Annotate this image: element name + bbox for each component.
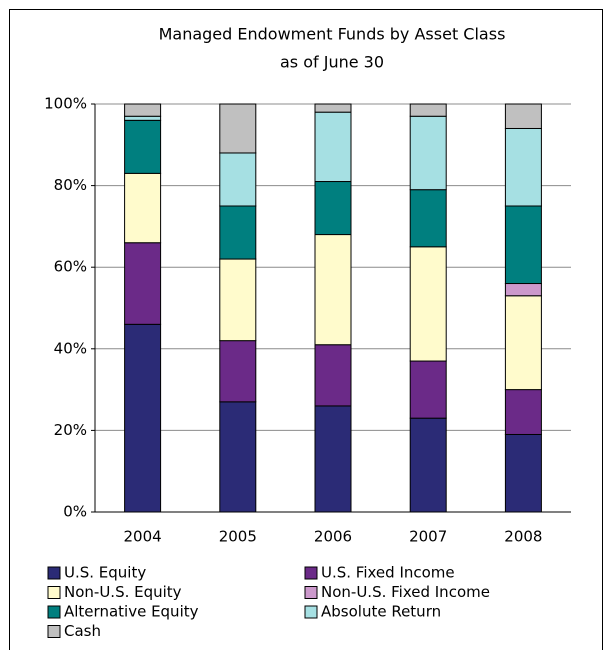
bar-segment (504, 205, 542, 285)
legend-swatch (304, 605, 318, 619)
chart-subtitle: as of June 30 (280, 53, 384, 72)
bar-segment (409, 246, 447, 362)
bar-segment (314, 344, 352, 407)
bar-segment (124, 103, 162, 117)
bar-segment (314, 234, 352, 346)
chart-title: Managed Endowment Funds by Asset Class (159, 25, 506, 44)
legend-swatch (47, 625, 61, 638)
bar-segment (409, 417, 447, 513)
legend-swatch (47, 605, 61, 619)
bar-segment (504, 127, 542, 207)
legend-swatch (304, 586, 318, 599)
legend-swatch (47, 566, 61, 580)
legend-label: Absolute Return (321, 603, 441, 621)
bar-segment (504, 295, 542, 391)
x-tick-label: 2007 (409, 528, 447, 546)
bar-segment (219, 340, 257, 403)
bar-segment (219, 258, 257, 342)
bar-segment (314, 181, 352, 236)
y-tick-label: 40% (54, 339, 87, 357)
bar-segment (314, 111, 352, 183)
bar-segment (124, 115, 162, 121)
y-tick-label: 0% (63, 503, 87, 521)
legend-label: U.S. Fixed Income (321, 564, 455, 582)
x-tick-label: 2004 (124, 528, 162, 546)
legend-swatch (304, 566, 318, 580)
bar-segment (219, 152, 257, 207)
bar-segment (504, 103, 542, 129)
bar-segment (409, 360, 447, 419)
bar-segment (124, 119, 162, 174)
y-tick-label: 100% (44, 95, 87, 113)
legend-label: Alternative Equity (64, 603, 199, 621)
y-tick-label: 60% (54, 258, 87, 276)
x-tick-label: 2005 (219, 528, 257, 546)
bar-segment (409, 103, 447, 117)
legend-label: U.S. Equity (64, 564, 146, 582)
x-tick-label: 2008 (504, 528, 542, 546)
legend-swatch (47, 586, 61, 599)
bar-segment (219, 205, 257, 260)
legend-label: Cash (64, 622, 101, 640)
bar-segment (504, 283, 542, 297)
x-tick-label: 2006 (314, 528, 352, 546)
bar-segment (124, 172, 162, 244)
bar-segment (504, 433, 542, 513)
chart-border (9, 9, 603, 650)
bar-segment (219, 103, 257, 154)
bar-segment (124, 323, 162, 513)
bar-segment (504, 389, 542, 435)
bar-segment (124, 242, 162, 325)
bar-segment (409, 115, 447, 191)
y-tick-label: 80% (54, 176, 87, 194)
y-tick-label: 20% (54, 421, 87, 439)
bar-segment (409, 189, 447, 248)
legend-label: Non-U.S. Fixed Income (321, 583, 490, 601)
legend-label: Non-U.S. Equity (64, 583, 182, 601)
bar-segment (314, 405, 352, 513)
bar-segment (219, 401, 257, 513)
bar-segment (314, 103, 352, 113)
